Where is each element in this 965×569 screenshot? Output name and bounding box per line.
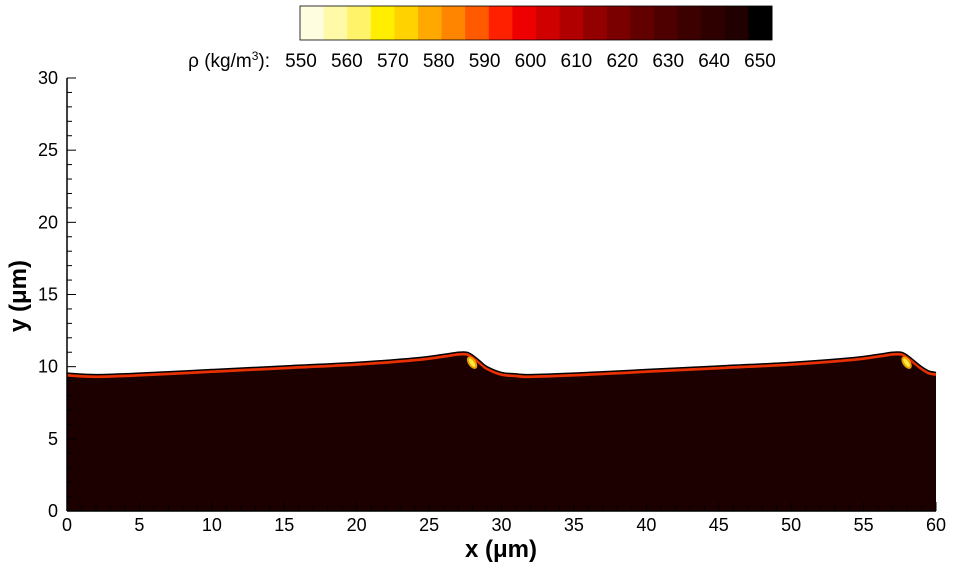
x-tick-label: 0 bbox=[62, 515, 72, 535]
y-tick-label: 30 bbox=[38, 68, 58, 88]
colorbar-tick-label: 620 bbox=[606, 51, 638, 72]
colorbar-swatch bbox=[724, 6, 749, 40]
colorbar-swatch bbox=[748, 6, 773, 40]
colorbar-tick-label: 580 bbox=[423, 51, 455, 72]
colorbar-tick-label: 590 bbox=[469, 51, 501, 72]
colorbar-tick-label: 550 bbox=[285, 51, 317, 72]
crest-highlight-core bbox=[468, 358, 476, 367]
x-tick-label: 25 bbox=[419, 515, 439, 535]
x-tick-label: 15 bbox=[274, 515, 294, 535]
colorbar-swatch bbox=[583, 6, 608, 40]
interface-contour-line bbox=[66, 351, 937, 376]
x-tick-label: 5 bbox=[134, 515, 144, 535]
plot-area bbox=[66, 351, 937, 511]
x-tick-label: 45 bbox=[709, 515, 729, 535]
colorbar-swatch bbox=[701, 6, 726, 40]
x-tick-label: 55 bbox=[854, 515, 874, 535]
interface-density-band bbox=[66, 352, 937, 379]
colorbar-swatch bbox=[370, 6, 395, 40]
y-tick-label: 15 bbox=[38, 285, 58, 305]
x-tick-label: 50 bbox=[781, 515, 801, 535]
x-axis: 0 5 10 15 20 25 30 35 40 45 50 55 60 bbox=[62, 502, 946, 535]
colorbar-tick-labels: 550 560 570 580 590 600 610 620 630 640 650 bbox=[285, 51, 776, 72]
x-tick-label: 30 bbox=[491, 515, 511, 535]
colorbar-swatch bbox=[465, 6, 490, 40]
colorbar-tick-label: 630 bbox=[652, 51, 684, 72]
x-tick-label: 10 bbox=[202, 515, 222, 535]
colorbar-swatch bbox=[536, 6, 561, 40]
colorbar-title: ρ (kg/m3): bbox=[188, 49, 270, 72]
colorbar-swatch bbox=[300, 6, 325, 40]
colorbar-swatch bbox=[654, 6, 679, 40]
colorbar-tick-label: 610 bbox=[561, 51, 593, 72]
colorbar-swatch bbox=[630, 6, 655, 40]
colorbar-tick-label: 600 bbox=[515, 51, 547, 72]
colorbar-tick-label: 650 bbox=[744, 51, 776, 72]
colorbar-swatch bbox=[418, 6, 443, 40]
colorbar-outline bbox=[299, 5, 773, 41]
y-tick-label: 20 bbox=[38, 212, 58, 232]
x-tick-label: 60 bbox=[926, 515, 946, 535]
liquid-region bbox=[67, 351, 936, 511]
x-tick-label: 40 bbox=[636, 515, 656, 535]
colorbar-tick-label: 560 bbox=[331, 51, 363, 72]
colorbar-swatch bbox=[677, 6, 702, 40]
y-tick-label: 25 bbox=[38, 140, 58, 160]
colorbar-swatch bbox=[323, 6, 348, 40]
x-axis-label: x (μm) bbox=[465, 536, 537, 563]
colorbar-swatch bbox=[512, 6, 537, 40]
y-axis: 0 5 10 15 20 25 30 bbox=[38, 68, 76, 521]
y-tick-label: 5 bbox=[48, 429, 58, 449]
x-tick-label: 20 bbox=[347, 515, 367, 535]
colorbar-swatch bbox=[394, 6, 419, 40]
colorbar-swatch bbox=[488, 6, 513, 40]
x-tick-label: 35 bbox=[564, 515, 584, 535]
colorbar-tick-label: 640 bbox=[698, 51, 730, 72]
colorbar-swatch bbox=[441, 6, 466, 40]
y-tick-label: 0 bbox=[48, 501, 58, 521]
colorbar-swatch bbox=[559, 6, 584, 40]
y-axis-label: y (μm) bbox=[5, 260, 32, 332]
crest-highlight-core bbox=[903, 358, 910, 367]
colorbar-swatch bbox=[606, 6, 631, 40]
colorbar bbox=[300, 6, 773, 40]
crest-highlights bbox=[466, 356, 912, 369]
colorbar-swatch bbox=[347, 6, 372, 40]
y-tick-label: 10 bbox=[38, 357, 58, 377]
colorbar-tick-label: 570 bbox=[377, 51, 409, 72]
